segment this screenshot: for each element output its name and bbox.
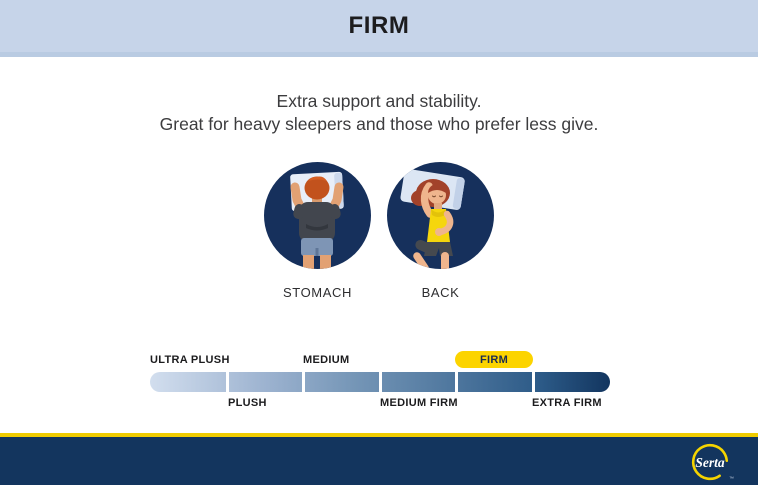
- stomach-label: STOMACH: [283, 285, 352, 300]
- description-text: Extra support and stability. Great for h…: [0, 90, 758, 136]
- scale-label-medium[interactable]: MEDIUM: [303, 354, 350, 366]
- firmness-scale: ULTRA PLUSH MEDIUM FIRM PLUSH MEDIUM FIR…: [150, 351, 610, 413]
- serta-logo: Serta ™: [690, 442, 736, 484]
- bar-divider: [455, 372, 458, 392]
- sleep-position-back: BACK: [387, 162, 494, 300]
- scale-label-ultra-plush[interactable]: ULTRA PLUSH: [150, 354, 230, 366]
- sleep-position-stomach: STOMACH: [264, 162, 371, 300]
- back-sleeper-icon: [387, 162, 494, 269]
- bar-divider: [225, 372, 229, 392]
- back-label: BACK: [421, 285, 460, 300]
- bar-divider: [378, 372, 382, 392]
- stomach-sleeper-icon: [264, 162, 371, 269]
- footer-bar: Serta ™: [0, 437, 758, 485]
- description-line-1: Extra support and stability.: [276, 91, 482, 111]
- trademark-symbol: ™: [729, 476, 734, 482]
- footer-accent-stripe: [0, 433, 758, 437]
- description-line-2: Great for heavy sleepers and those who p…: [159, 114, 599, 134]
- header-band: FIRM: [0, 0, 758, 57]
- serta-wordmark: Serta: [695, 455, 725, 470]
- scale-label-extra-firm[interactable]: EXTRA FIRM: [532, 397, 602, 409]
- page-title: FIRM: [348, 12, 410, 39]
- sleep-position-group: STOMACH: [0, 162, 758, 300]
- scale-label-plush[interactable]: PLUSH: [228, 397, 267, 409]
- firmness-gradient-bar: [150, 372, 610, 392]
- scale-selected-badge-firm[interactable]: FIRM: [455, 351, 533, 368]
- bar-divider: [531, 372, 535, 392]
- scale-label-medium-firm[interactable]: MEDIUM FIRM: [380, 397, 458, 409]
- bar-divider: [302, 372, 305, 392]
